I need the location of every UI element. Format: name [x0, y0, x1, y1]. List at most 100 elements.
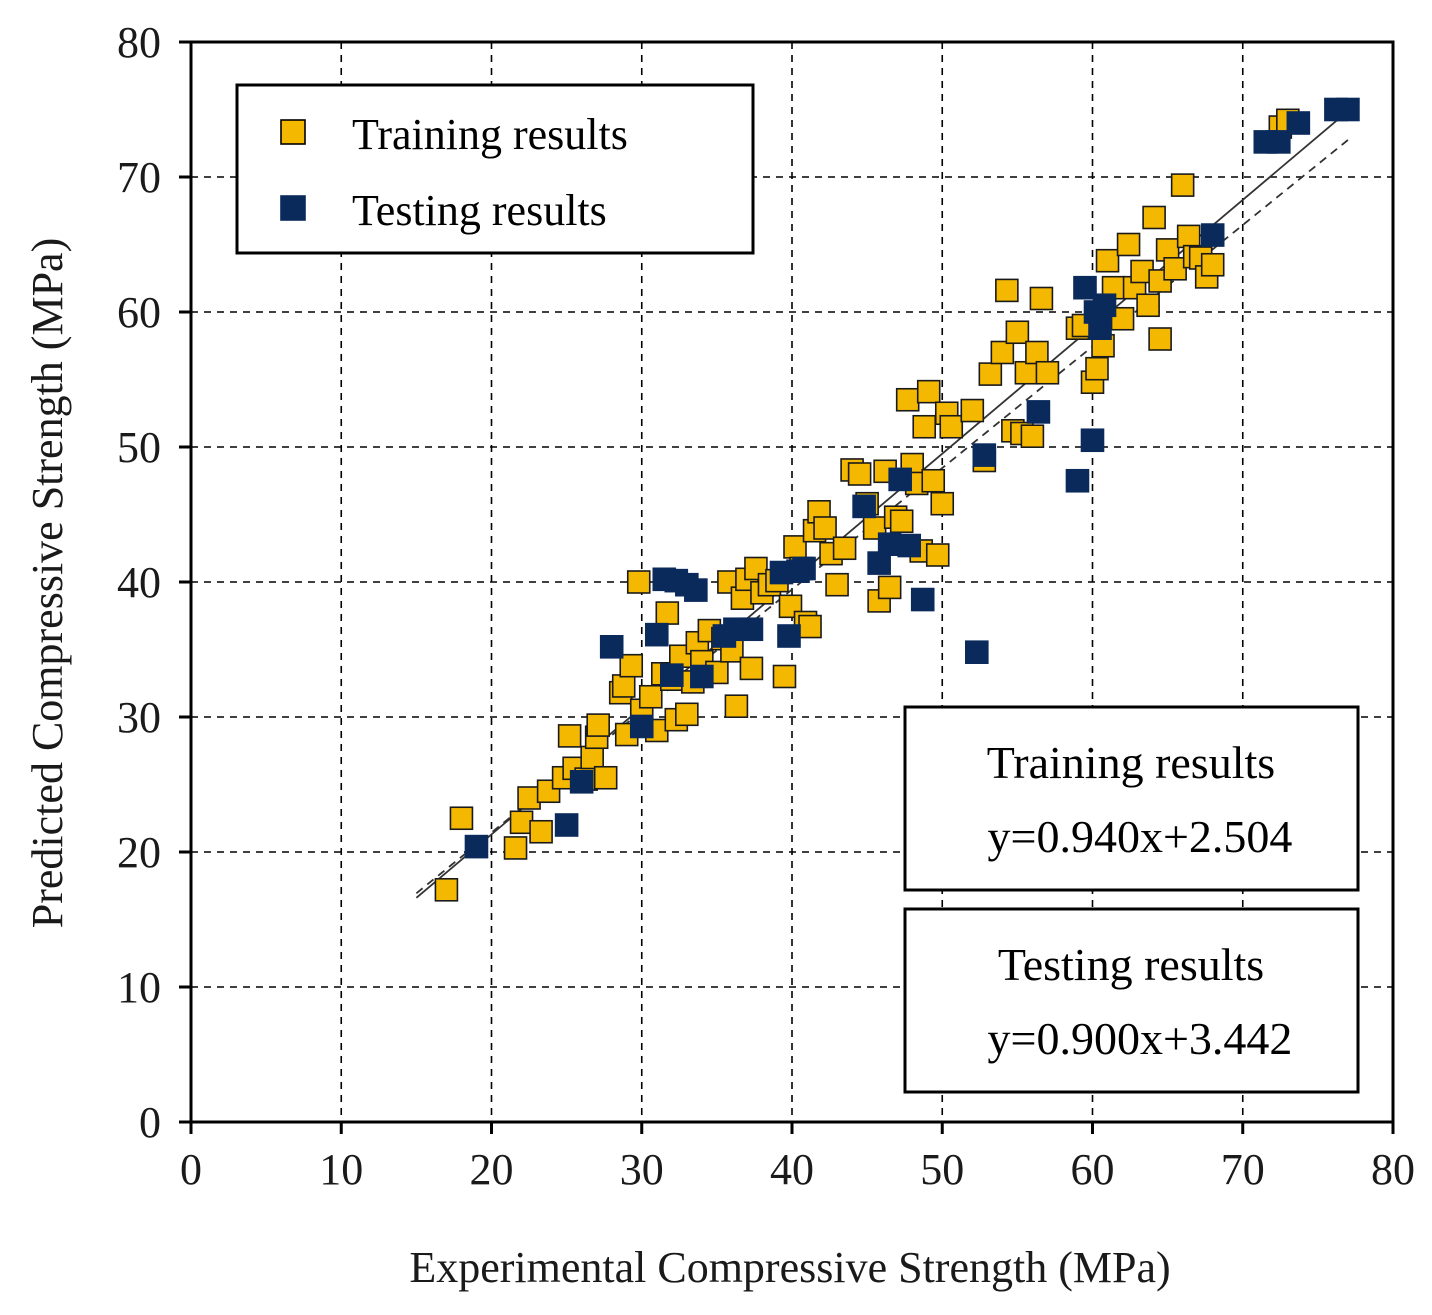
x-tick-label: 50: [920, 1145, 964, 1194]
testing-equation-title: Testing results: [998, 939, 1264, 990]
training-point: [916, 379, 941, 404]
training-point: [1136, 293, 1160, 318]
training-point: [675, 702, 699, 727]
training-point: [1095, 248, 1120, 273]
y-axis-title: Predicted Compressive Strength (MPa): [23, 238, 72, 928]
testing-point: [888, 467, 912, 492]
testing-point: [644, 622, 669, 647]
testing-point: [1092, 293, 1117, 318]
testing-point: [629, 714, 654, 739]
testing-point: [1080, 428, 1105, 453]
testing-point: [910, 587, 935, 612]
training-point: [783, 535, 807, 559]
training-point: [509, 810, 534, 835]
x-tick-label: 70: [1221, 1145, 1265, 1194]
testing-point: [1088, 316, 1112, 341]
testing-point: [569, 769, 594, 794]
legend-training-marker: [280, 119, 306, 145]
training-point: [638, 684, 663, 709]
testing-equation-box: Testing results y=0.900x+3.442: [903, 907, 1360, 1094]
testing-point: [1286, 111, 1311, 135]
training-point: [1014, 360, 1039, 385]
testing-point: [464, 834, 489, 859]
testing-point: [554, 813, 579, 837]
y-tick-label: 10: [117, 963, 161, 1012]
training-point: [449, 806, 474, 831]
training-point: [529, 819, 553, 844]
training-point: [1035, 360, 1060, 385]
testing-point: [599, 634, 624, 659]
testing-point: [684, 578, 708, 602]
training-point: [1148, 327, 1172, 351]
testing-point: [972, 443, 997, 467]
training-point: [895, 387, 920, 412]
training-point: [912, 414, 937, 439]
legend-testing-marker: [280, 195, 306, 221]
training-point: [1025, 340, 1049, 365]
x-tick-label: 0: [180, 1145, 202, 1194]
testing-point: [690, 664, 714, 689]
training-point: [921, 468, 946, 493]
legend-testing-label: Testing results: [352, 186, 607, 235]
testing-point: [1336, 97, 1360, 122]
legend-frame: [235, 83, 755, 255]
testing-point: [792, 556, 816, 581]
testing-point: [739, 617, 764, 642]
training-point: [995, 278, 1019, 303]
training-point: [517, 786, 541, 810]
training-point: [847, 462, 872, 486]
testing-point: [1267, 130, 1291, 154]
training-point: [1085, 356, 1109, 381]
x-axis-title: Experimental Compressive Strength (MPa): [409, 1243, 1170, 1292]
training-equation-formula: y=0.940x+2.504: [988, 811, 1293, 862]
legend: Training results Testing results: [235, 83, 755, 255]
testing-point: [777, 624, 801, 648]
y-tick-label: 60: [117, 288, 161, 337]
x-tick-label: 40: [770, 1145, 814, 1194]
training-point: [619, 653, 644, 678]
training-point: [580, 745, 604, 770]
training-point: [877, 575, 902, 600]
testing-point: [1200, 223, 1225, 247]
testing-point: [897, 533, 921, 558]
y-tick-label: 30: [117, 693, 161, 742]
y-tick-label: 40: [117, 558, 161, 607]
training-point: [889, 509, 914, 534]
testing-equation-formula: y=0.900x+3.442: [988, 1013, 1293, 1064]
training-point: [626, 570, 651, 594]
training-point: [1170, 173, 1195, 197]
y-tick-label: 80: [117, 18, 161, 67]
y-tick-label: 0: [139, 1098, 161, 1147]
training-point: [813, 516, 837, 540]
training-point: [1163, 256, 1187, 281]
training-point: [1020, 424, 1045, 449]
training-point: [825, 572, 849, 597]
x-tick-label: 20: [470, 1145, 514, 1194]
training-point: [832, 536, 857, 561]
x-tick-label: 10: [319, 1145, 363, 1194]
training-point: [586, 713, 610, 737]
training-equation-box: Training results y=0.940x+2.504: [903, 705, 1360, 892]
training-point: [1029, 286, 1054, 311]
training-point: [772, 664, 797, 689]
training-point: [724, 694, 749, 719]
y-tick-label: 20: [117, 828, 161, 877]
y-tick-label: 70: [117, 153, 161, 202]
testing-point: [1026, 400, 1051, 424]
testing-point: [852, 494, 876, 519]
x-tick-label: 30: [620, 1145, 664, 1194]
data-points: [434, 97, 1360, 902]
testing-equation-frame: [903, 907, 1360, 1094]
training-point: [739, 656, 764, 681]
training-equation-frame: [903, 705, 1360, 892]
training-point: [1200, 252, 1225, 277]
training-point: [978, 362, 1003, 386]
training-point: [611, 674, 636, 698]
training-point: [593, 765, 618, 790]
training-point: [1116, 232, 1141, 257]
training-point: [939, 414, 964, 439]
training-point: [1142, 205, 1166, 230]
testing-point: [1065, 468, 1090, 493]
x-tick-label: 60: [1071, 1145, 1115, 1194]
